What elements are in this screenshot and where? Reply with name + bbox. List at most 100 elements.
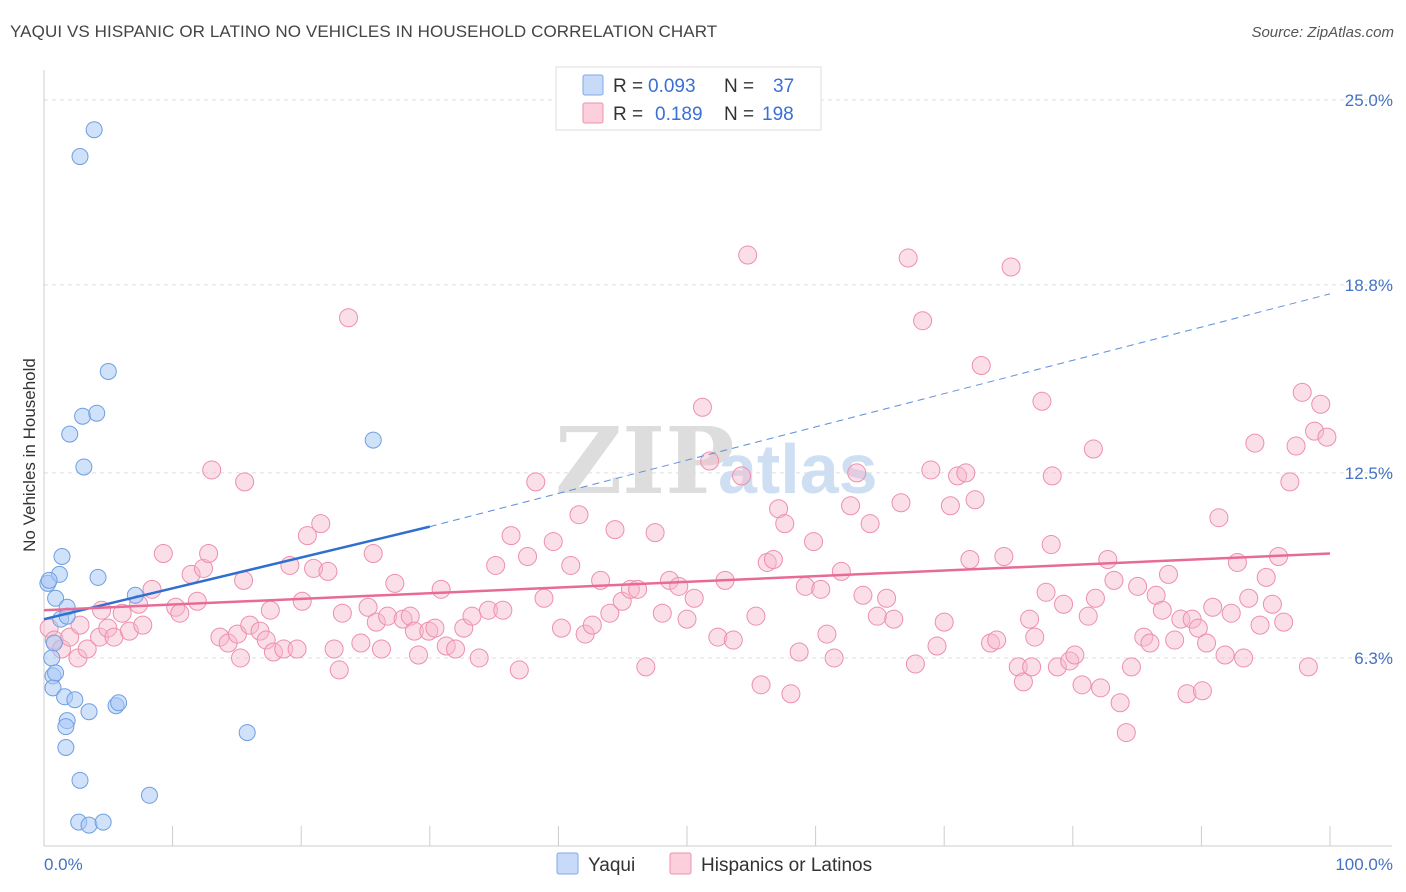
bottom-legend-swatch-hispanic (669, 852, 692, 875)
yaqui-point (140, 786, 158, 804)
watermark-zip: ZIP (555, 407, 734, 515)
x-tick-label-min: 0.0% (44, 855, 83, 874)
hispanic-point (1280, 472, 1300, 492)
yaqui-point (57, 739, 75, 757)
hispanic-point (582, 615, 602, 635)
hispanic-point (795, 576, 815, 596)
hispanic-point (534, 588, 554, 608)
hispanic-point (1317, 427, 1337, 447)
stats-legend: R = 0.093 N = 37 R = 0.189 N = 198 (555, 66, 822, 131)
hispanic-point (339, 308, 359, 328)
bottom-legend-label-hispanic: Hispanics or Latinos (701, 855, 872, 876)
yaqui-point (110, 694, 128, 712)
hispanic-point (329, 660, 349, 680)
hispanic-point (561, 555, 581, 575)
hispanic-point (600, 603, 620, 623)
hispanic-point (763, 549, 783, 569)
hispanic-point (1311, 394, 1331, 414)
y-tick-labels: 6.3% 12.5% 18.8% 25.0% (1345, 91, 1393, 668)
hispanic-point (332, 603, 352, 623)
hispanic-point (1298, 657, 1318, 677)
y-tick-label: 25.0% (1345, 91, 1393, 110)
hispanic-point (605, 520, 625, 540)
hispanic-point (231, 648, 251, 668)
hispanic-point (199, 544, 219, 564)
hispanic-point (860, 514, 880, 534)
hispanic-point (1085, 588, 1105, 608)
hispanic-point (781, 684, 801, 704)
hispanic-point (408, 645, 428, 665)
yaqui-point (47, 589, 65, 607)
legend-swatch-hispanic (582, 102, 604, 124)
yaqui-point (71, 771, 89, 789)
hispanic-point (732, 466, 752, 486)
hispanic-point (645, 523, 665, 543)
hispanic-point (994, 546, 1014, 566)
hispanic-point (708, 627, 728, 647)
yaqui-point (364, 431, 382, 449)
y-tick-label: 12.5% (1345, 464, 1393, 483)
hispanic-point (1274, 612, 1294, 632)
hispanic-point (1047, 657, 1067, 677)
hispanic-point (363, 544, 383, 564)
yaqui-point (43, 649, 61, 667)
hispanic-point (927, 636, 947, 656)
hispanic-point (1091, 678, 1111, 698)
hispanic-trend-line (43, 552, 1331, 612)
hispanic-point (240, 615, 260, 635)
hispanic-point (431, 579, 451, 599)
hispanic-point (884, 609, 904, 629)
hispanic-point (1072, 675, 1092, 695)
hispanic-point (304, 558, 324, 578)
hispanic-point (551, 618, 571, 638)
hispanic-point (684, 588, 704, 608)
hispanic-point (1013, 672, 1033, 692)
yaqui-trend-extension (429, 293, 1331, 528)
hispanic-point (351, 633, 371, 653)
hispanic-point (371, 639, 391, 659)
hispanic-point (1060, 651, 1080, 671)
hispanic-point (1098, 549, 1118, 569)
hispanic-point (669, 576, 689, 596)
yaqui-point (47, 664, 65, 682)
hispanic-point (1171, 609, 1191, 629)
yaqui-points (39, 121, 382, 834)
hispanic-point (235, 472, 255, 492)
yaqui-point (57, 718, 75, 736)
hispanic-point (469, 648, 489, 668)
hispanic-point (260, 600, 280, 620)
hispanic-point (913, 311, 933, 331)
hispanic-point (400, 606, 420, 626)
yaqui-point (89, 568, 107, 586)
yaqui-point (80, 816, 98, 834)
hispanic-point (478, 600, 498, 620)
yaqui-point (53, 547, 71, 565)
hispanic-point (1250, 615, 1270, 635)
hispanic-point (1262, 594, 1282, 614)
yaqui-point (94, 813, 112, 831)
hispanic-point (1065, 645, 1085, 665)
hispanic-point (1001, 257, 1021, 277)
hispanic-point (751, 675, 771, 695)
hispanic-point (789, 642, 809, 662)
hispanic-point (1036, 582, 1056, 602)
hispanic-point (1256, 567, 1276, 587)
hispanic-point (569, 505, 589, 525)
yaqui-point (75, 458, 93, 476)
hispanic-point (358, 597, 378, 617)
hispanic-point (202, 460, 222, 480)
hispanic-point (1104, 570, 1124, 590)
watermark-atlas: atlas (718, 430, 878, 508)
hispanic-point (518, 546, 538, 566)
hispanic-point (501, 526, 521, 546)
yaqui-point (61, 425, 79, 443)
hispanic-point (385, 573, 405, 593)
hispanic-point (153, 544, 173, 564)
hispanic-point (934, 612, 954, 632)
legend-r-label-hispanic: R = (613, 104, 643, 125)
hispanic-point (987, 630, 1007, 650)
yaqui-point (99, 362, 117, 380)
hispanic-point (1286, 436, 1306, 456)
hispanic-point (77, 639, 97, 659)
hispanic-point (1025, 627, 1045, 647)
